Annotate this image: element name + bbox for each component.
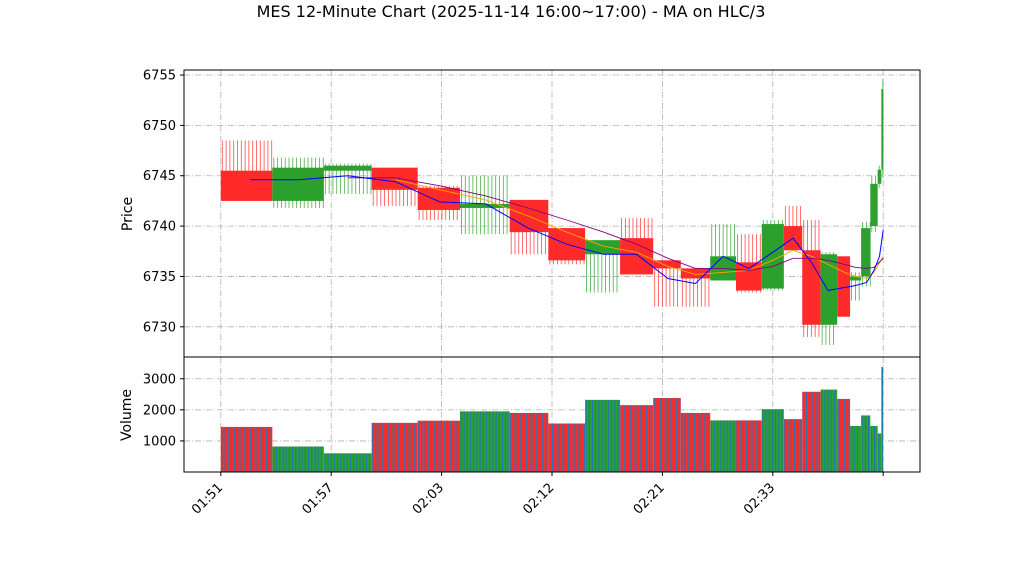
candle-body (861, 228, 871, 277)
candle-body (870, 183, 878, 227)
candle-body (850, 276, 862, 281)
candle-body (837, 256, 851, 317)
candle-body (653, 260, 681, 269)
ma-orange-line (395, 179, 884, 279)
volume-tick-label: 1000 (143, 434, 176, 449)
volume-bar (837, 398, 851, 472)
price-tick-label: 6730 (143, 320, 176, 335)
price-moving-averages (250, 175, 884, 292)
volume-bar (802, 391, 821, 472)
candle-body (460, 203, 510, 208)
price-y-ticks: 6730 6735 6740 6745 6750 6755 (143, 69, 184, 335)
candle-body (820, 254, 838, 325)
candle-body (371, 167, 418, 190)
candle-body (417, 187, 460, 210)
volume-tick-label: 2000 (143, 403, 176, 418)
x-tick-label: 02:33 (741, 480, 778, 517)
volume-y-label: Volume (119, 389, 135, 441)
x-axis-ticks: 01:51 01:57 02:03 02:12 02:21 02:33 (189, 472, 884, 518)
volume-bar (850, 426, 862, 472)
volume-tick-label: 3000 (143, 372, 176, 387)
volume-bar (870, 426, 878, 472)
candle-body (802, 250, 821, 325)
price-grid (184, 70, 920, 357)
price-y-label: Price (120, 197, 136, 231)
candle-body (272, 167, 324, 201)
candle-body (877, 169, 882, 184)
volume-panel: 1000 2000 3000 Volume (119, 356, 921, 473)
volume-bar (877, 433, 882, 472)
volume-bar (460, 411, 510, 472)
volume-bar (783, 419, 803, 472)
volume-bar (680, 412, 711, 472)
x-tick-label: 02:12 (520, 480, 557, 517)
volume-bar (509, 412, 549, 472)
volume-y-ticks: 1000 2000 3000 (143, 372, 184, 449)
volume-bars (220, 366, 884, 472)
x-tick-label: 01:57 (300, 480, 337, 517)
candle-body (323, 165, 372, 171)
candle-body (680, 268, 711, 279)
price-tick-label: 6750 (143, 119, 176, 134)
volume-bar (548, 423, 586, 472)
candle-body (220, 170, 273, 201)
x-tick-label: 02:03 (410, 480, 447, 517)
price-tick-label: 6735 (143, 270, 176, 285)
price-tick-label: 6745 (143, 169, 176, 184)
price-wicks (221, 79, 884, 345)
candle-body (761, 224, 784, 289)
price-tick-label: 6740 (143, 220, 176, 235)
x-tick-label: 02:21 (631, 480, 668, 517)
price-tick-label: 6755 (143, 69, 176, 84)
candle-body (881, 89, 884, 170)
candle-body (620, 238, 654, 275)
x-tick-label: 01:51 (189, 480, 226, 517)
price-panel: 6730 6735 6740 6745 6750 6755 Price (120, 69, 921, 358)
chart-title: MES 12-Minute Chart (2025-11-14 16:00~17… (257, 2, 766, 21)
ma-hlc3-line (250, 175, 884, 292)
ma-slow-line (347, 177, 884, 271)
candle-body (585, 240, 621, 255)
